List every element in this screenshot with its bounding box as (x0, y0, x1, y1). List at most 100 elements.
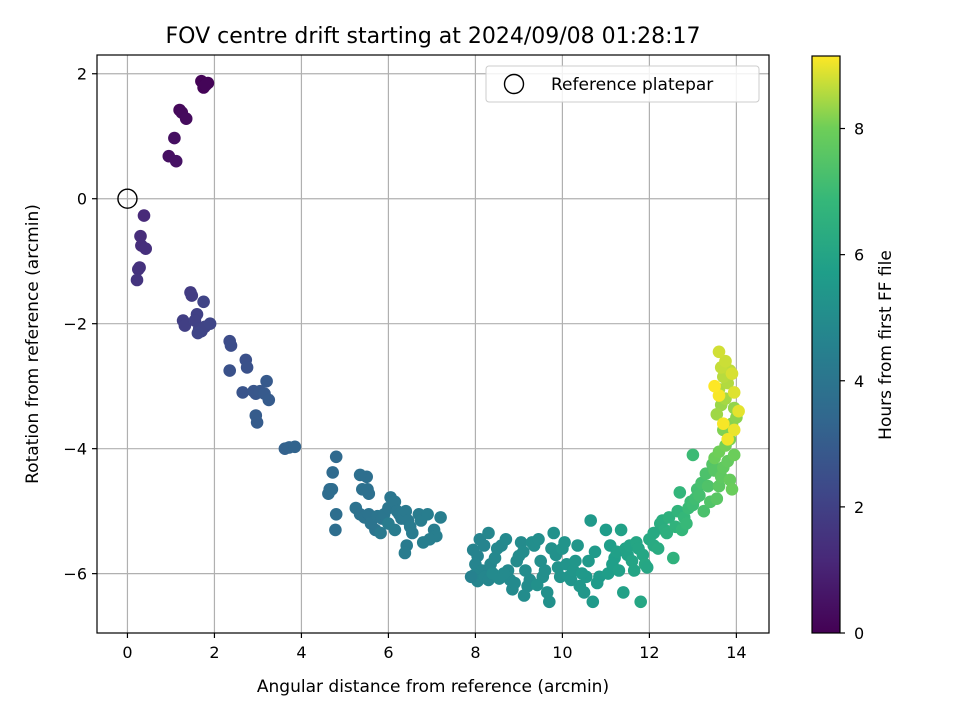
x-tick-label: 14 (726, 643, 746, 662)
data-point (137, 209, 151, 222)
y-ticks: −6 −4 −2 0 2 (63, 65, 97, 584)
data-point (599, 523, 613, 537)
data-point (640, 561, 654, 574)
colorbar-tick-label: 6 (854, 246, 864, 265)
data-point (725, 483, 739, 496)
x-tick-label: 4 (296, 643, 306, 662)
data-point (727, 448, 741, 462)
data-point (406, 526, 419, 540)
legend-label: Reference platepar (551, 75, 713, 95)
y-tick-label: 0 (77, 190, 87, 209)
data-point (240, 361, 254, 374)
reference-point (117, 188, 138, 209)
axes-frame (96, 54, 770, 634)
y-tick-label: −6 (63, 565, 87, 584)
data-point (721, 433, 734, 446)
data-point (701, 479, 715, 493)
data-point (569, 554, 582, 568)
data-point (197, 295, 210, 309)
data-point (571, 539, 584, 552)
data-point (326, 466, 340, 479)
data-point (168, 131, 181, 145)
colorbar-tick-label: 2 (854, 498, 864, 517)
data-point (543, 595, 556, 609)
data-point (712, 389, 726, 402)
data-point (673, 486, 687, 499)
colorbar-tick-label: 0 (854, 624, 864, 643)
data-point (130, 273, 144, 287)
data-point (388, 495, 402, 509)
x-tick-label: 10 (552, 643, 572, 662)
y-tick-label: 2 (77, 65, 87, 84)
x-tick-label: 8 (470, 643, 480, 662)
data-point (540, 586, 554, 599)
data-point (199, 78, 212, 92)
colorbar-gradient (811, 55, 841, 634)
data-point (662, 511, 676, 524)
data-point (717, 417, 730, 431)
data-point (693, 489, 706, 502)
data-point (723, 473, 737, 487)
x-tick-label: 2 (209, 643, 219, 662)
data-point (680, 517, 693, 530)
data-point (547, 526, 560, 540)
data-point (203, 317, 217, 331)
data-point (178, 319, 192, 332)
data-point (582, 554, 595, 568)
data-point (179, 112, 193, 125)
data-point (686, 448, 700, 462)
data-point (353, 468, 367, 482)
data-point (564, 573, 578, 587)
data-point (169, 154, 183, 168)
data-point (382, 517, 395, 530)
x-tick-label: 6 (383, 643, 393, 662)
data-point (727, 386, 741, 399)
colorbar-tick-label: 4 (854, 372, 864, 391)
data-point (329, 523, 342, 537)
y-tick-label: −2 (63, 315, 87, 334)
data-point (651, 542, 665, 555)
data-point (482, 526, 495, 540)
data-point (488, 551, 502, 565)
data-point (697, 504, 711, 518)
data-point (530, 578, 544, 592)
data-point (236, 386, 249, 399)
data-point (288, 440, 302, 454)
data-point (260, 374, 273, 388)
data-point (712, 345, 726, 359)
legend-box (485, 65, 760, 103)
data-point (667, 551, 680, 565)
data-point (517, 545, 530, 559)
data-point (191, 326, 205, 340)
data-point (647, 526, 660, 540)
data-point (499, 533, 513, 546)
x-tick-label: 12 (639, 643, 659, 662)
colorbar-tick-label: 8 (854, 120, 864, 139)
data-point (727, 423, 741, 437)
data-point (464, 570, 478, 584)
data-point (584, 514, 597, 527)
data-point (224, 339, 238, 352)
data-point (710, 408, 724, 421)
data-point (132, 263, 145, 276)
data-point (725, 367, 739, 381)
x-tick-label: 0 (122, 643, 132, 662)
data-point (586, 595, 600, 609)
data-point (477, 539, 491, 552)
data-point (712, 479, 726, 493)
data-point (356, 483, 369, 496)
data-point (139, 242, 152, 255)
data-point (719, 354, 732, 368)
data-point (636, 548, 650, 562)
data-point (710, 492, 724, 506)
data-point (185, 289, 199, 302)
x-ticks: 0 2 4 6 8 10 12 14 (122, 633, 747, 662)
chart-title: FOV centre drift starting at 2024/09/08 … (166, 24, 701, 49)
data-point (329, 508, 343, 521)
data-point (538, 564, 552, 577)
data-point (732, 404, 745, 418)
data-point (508, 576, 521, 590)
data-point (627, 564, 641, 577)
data-point (329, 450, 343, 464)
